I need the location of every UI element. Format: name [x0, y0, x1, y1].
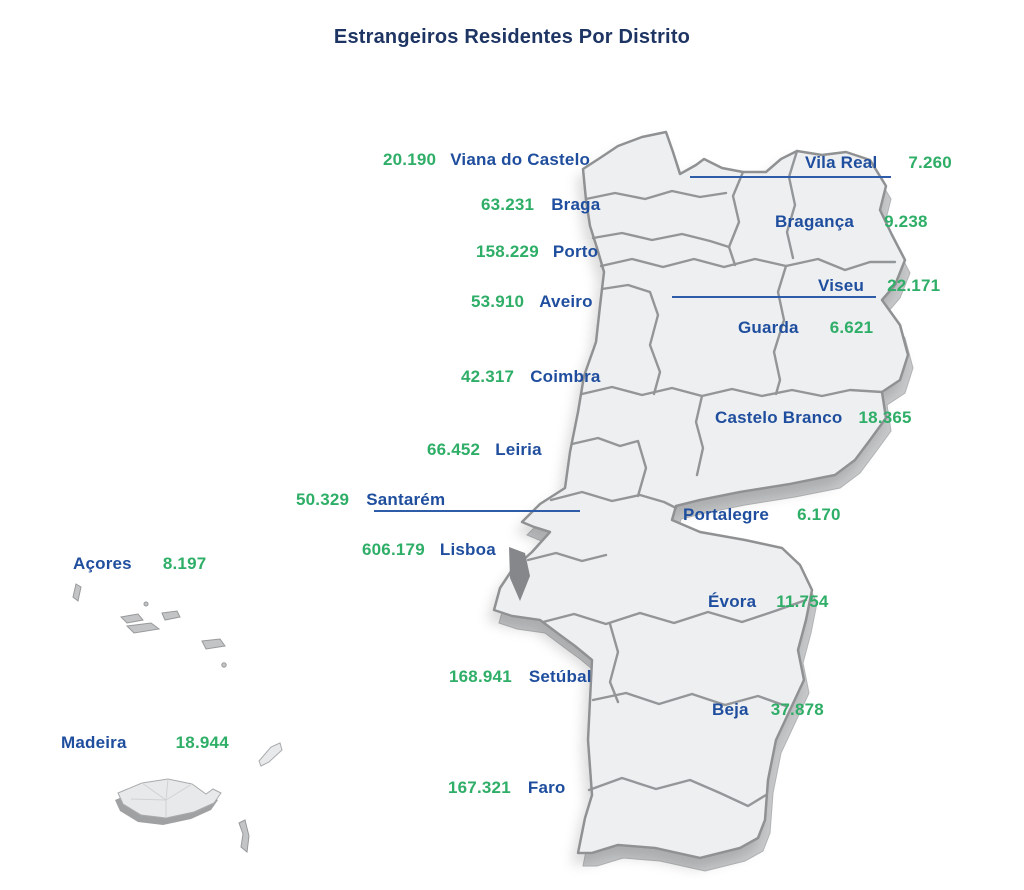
district-row-faro: 167.321 Faro [448, 778, 566, 798]
district-value: 158.229 [476, 242, 539, 261]
district-label: Madeira [61, 733, 127, 752]
district-label: Faro [527, 778, 566, 797]
vila-real-leader-line [690, 176, 891, 178]
region-row-madeira: Madeira 18.944 [61, 733, 229, 753]
region-row-acores: Açores 8.197 [73, 554, 207, 574]
district-value: 42.317 [461, 367, 515, 386]
azores-islands [72, 583, 227, 668]
district-value: 22.171 [887, 276, 941, 295]
district-label: Lisboa [439, 540, 496, 559]
district-value: 18.944 [175, 733, 229, 752]
district-row-braganca: Bragança 9.238 [775, 212, 928, 232]
district-label: Guarda [738, 318, 799, 337]
district-label: Açores [73, 554, 132, 573]
district-value: 37.878 [770, 700, 824, 719]
district-value: 53.910 [471, 292, 525, 311]
district-row-castelo-branco: Castelo Branco 18.365 [715, 408, 912, 428]
district-borders [526, 149, 897, 808]
district-value: 63.231 [481, 195, 535, 214]
district-value: 6.170 [797, 505, 841, 524]
district-row-setubal: 168.941 Setúbal [449, 667, 592, 687]
district-row-santarem: 50.329 Santarém [296, 490, 446, 510]
district-label: Portalegre [683, 505, 770, 524]
madeira-islands [115, 742, 283, 853]
district-label: Aveiro [539, 292, 593, 311]
district-value: 6.621 [829, 318, 874, 337]
district-label: Évora [708, 592, 757, 611]
santarem-leader-line [374, 510, 580, 512]
district-value: 11.754 [776, 592, 829, 611]
district-row-aveiro: 53.910 Aveiro [471, 292, 593, 312]
district-label: Bragança [775, 212, 855, 231]
district-label: Leiria [495, 440, 542, 459]
district-value: 8.197 [162, 554, 207, 573]
district-row-lisboa: 606.179 Lisboa [362, 540, 496, 560]
tejo-estuary-shadow [509, 547, 530, 601]
district-row-beja: Beja 37.878 [712, 700, 824, 720]
page-title: Estrangeiros Residentes Por Distrito [333, 26, 691, 48]
district-value: 168.941 [449, 667, 512, 686]
district-label: Porto [552, 242, 599, 261]
district-value: 9.238 [884, 212, 928, 231]
district-row-portalegre: Portalegre 6.170 [683, 505, 841, 525]
district-row-coimbra: 42.317 Coimbra [461, 367, 601, 387]
district-label: Braga [551, 195, 601, 214]
district-label: Castelo Branco [715, 408, 843, 427]
district-value: 66.452 [427, 440, 481, 459]
district-value: 606.179 [362, 540, 425, 559]
mainland-shape [492, 130, 910, 860]
district-value: 7.260 [908, 153, 952, 172]
district-row-leiria: 66.452 Leiria [427, 440, 542, 460]
district-row-viana-do-castelo: 20.190 Viana do Castelo [383, 150, 591, 170]
district-row-evora: Évora 11.754 [708, 592, 829, 612]
district-label: Beja [712, 700, 749, 719]
district-row-porto: 158.229 Porto [476, 242, 599, 262]
district-label: Santarém [366, 490, 446, 509]
district-label: Coimbra [530, 367, 601, 386]
district-label: Viseu [818, 276, 865, 295]
district-label: Vila Real [805, 153, 878, 172]
district-value: 50.329 [296, 490, 350, 509]
district-row-guarda: Guarda 6.621 [738, 318, 874, 338]
district-value: 20.190 [383, 150, 437, 169]
district-value: 18.365 [858, 408, 912, 427]
district-label: Setúbal [528, 667, 592, 686]
district-row-vila-real: Vila Real 7.260 [805, 153, 952, 173]
district-value: 167.321 [448, 778, 511, 797]
district-row-viseu: Viseu 22.171 [818, 276, 941, 296]
viseu-leader-line [672, 296, 876, 298]
district-row-braga: 63.231 Braga [481, 195, 601, 215]
district-label: Viana do Castelo [450, 150, 591, 169]
